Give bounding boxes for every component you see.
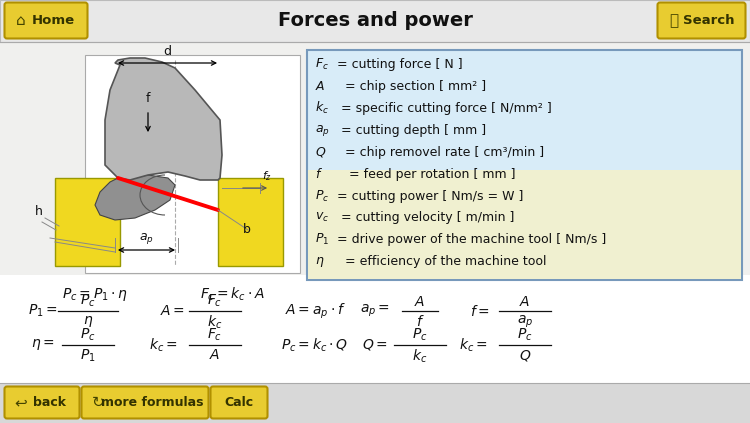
Text: $A$: $A$ <box>414 295 426 309</box>
FancyBboxPatch shape <box>4 3 88 38</box>
Text: $A$: $A$ <box>315 80 326 93</box>
Text: $P_c = P_1 \cdot \eta$: $P_c = P_1 \cdot \eta$ <box>62 286 128 303</box>
Text: = efficiency of the machine tool: = efficiency of the machine tool <box>337 255 547 268</box>
Text: $F_c = k_c \cdot A$: $F_c = k_c \cdot A$ <box>200 286 265 303</box>
FancyBboxPatch shape <box>308 170 741 279</box>
PathPatch shape <box>105 58 222 180</box>
Text: = cutting force [ N ]: = cutting force [ N ] <box>337 58 463 71</box>
Text: $k_c =$: $k_c =$ <box>149 336 178 354</box>
Text: $\eta =$: $\eta =$ <box>32 338 55 352</box>
Text: $f =$: $f =$ <box>470 303 490 319</box>
Text: ↩: ↩ <box>15 395 27 410</box>
Text: h: h <box>35 205 43 218</box>
FancyBboxPatch shape <box>211 387 268 418</box>
Text: f: f <box>146 91 150 104</box>
FancyBboxPatch shape <box>307 50 742 280</box>
Text: $Q$: $Q$ <box>315 145 326 159</box>
Text: $A = a_p \cdot f$: $A = a_p \cdot f$ <box>284 301 346 321</box>
Text: Search: Search <box>682 14 734 27</box>
Text: d: d <box>163 45 171 58</box>
Text: $a_p$: $a_p$ <box>517 314 533 330</box>
Text: $k_c$: $k_c$ <box>207 314 223 331</box>
Bar <box>218 178 283 266</box>
Text: $v_c$: $v_c$ <box>315 212 329 225</box>
Text: $P_1$: $P_1$ <box>80 348 96 364</box>
Text: $a_p$: $a_p$ <box>315 123 330 138</box>
Text: ↻: ↻ <box>92 395 104 410</box>
Text: = cutting power [ Nm/s = W ]: = cutting power [ Nm/s = W ] <box>337 190 524 203</box>
Text: $f$: $f$ <box>416 314 424 329</box>
Text: $P_1$: $P_1$ <box>315 232 329 247</box>
FancyBboxPatch shape <box>4 387 80 418</box>
Text: $Q =$: $Q =$ <box>362 338 388 352</box>
Text: Home: Home <box>32 14 74 27</box>
Text: $a_p$: $a_p$ <box>139 231 154 246</box>
Text: $k_c$: $k_c$ <box>413 348 428 365</box>
Text: = feed per rotation [ mm ]: = feed per rotation [ mm ] <box>337 168 515 181</box>
Text: b: b <box>243 223 250 236</box>
PathPatch shape <box>95 175 175 220</box>
Text: Forces and power: Forces and power <box>278 11 472 30</box>
Text: $P_c$: $P_c$ <box>80 327 96 343</box>
Text: $A =$: $A =$ <box>160 304 185 318</box>
Text: ⌂: ⌂ <box>16 13 26 28</box>
FancyBboxPatch shape <box>658 3 746 38</box>
Text: 🔍: 🔍 <box>670 13 679 28</box>
Text: $Q$: $Q$ <box>519 348 531 363</box>
Text: $F_c$: $F_c$ <box>208 327 223 343</box>
Text: $P_c$: $P_c$ <box>80 293 96 309</box>
Text: $\eta$: $\eta$ <box>82 314 93 329</box>
Text: = chip removel rate [ cm³/min ]: = chip removel rate [ cm³/min ] <box>337 146 544 159</box>
Text: = chip section [ mm² ]: = chip section [ mm² ] <box>337 80 486 93</box>
Bar <box>55 178 120 266</box>
FancyBboxPatch shape <box>85 55 300 273</box>
Text: $a_p =$: $a_p =$ <box>360 303 390 319</box>
Text: $k_c$: $k_c$ <box>315 100 329 116</box>
Text: more formulas: more formulas <box>100 396 203 409</box>
Text: $A$: $A$ <box>209 348 220 362</box>
Text: $f_z$: $f_z$ <box>262 169 272 183</box>
Text: back: back <box>32 396 65 409</box>
FancyBboxPatch shape <box>0 275 750 383</box>
FancyBboxPatch shape <box>0 0 750 42</box>
Text: $P_c$: $P_c$ <box>315 189 329 203</box>
FancyBboxPatch shape <box>82 387 209 418</box>
Text: Calc: Calc <box>224 396 254 409</box>
FancyBboxPatch shape <box>0 383 750 423</box>
Text: = drive power of the machine tool [ Nm/s ]: = drive power of the machine tool [ Nm/s… <box>337 233 606 246</box>
Text: $F_c$: $F_c$ <box>315 57 329 72</box>
Text: $\eta$: $\eta$ <box>315 255 325 269</box>
Text: $A$: $A$ <box>519 295 531 309</box>
Text: $k_c =$: $k_c =$ <box>460 336 488 354</box>
Text: = cutting velocity [ m/min ]: = cutting velocity [ m/min ] <box>337 212 514 225</box>
Text: $P_c$: $P_c$ <box>518 327 532 343</box>
Text: $P_c$: $P_c$ <box>413 327 428 343</box>
Text: $P_1 =$: $P_1 =$ <box>28 303 58 319</box>
Text: $F_c$: $F_c$ <box>208 293 223 309</box>
Text: = specific cutting force [ N/mm² ]: = specific cutting force [ N/mm² ] <box>337 102 552 115</box>
Text: = cutting depth [ mm ]: = cutting depth [ mm ] <box>337 124 486 137</box>
Text: $P_c = k_c \cdot Q$: $P_c = k_c \cdot Q$ <box>281 336 349 354</box>
Text: $f$: $f$ <box>315 167 323 181</box>
